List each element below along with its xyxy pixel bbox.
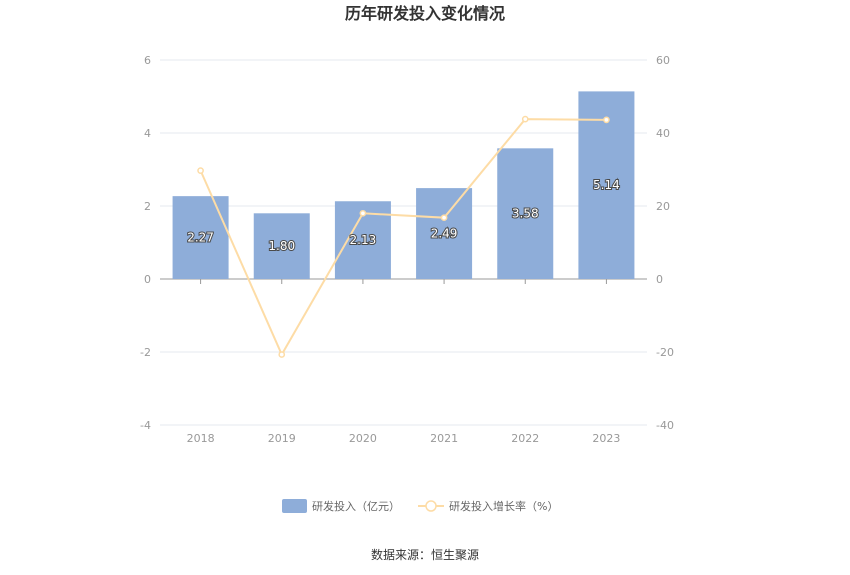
chart-title: 历年研发投入变化情况 — [345, 4, 505, 23]
bar — [416, 188, 473, 279]
x-tick-label: 2021 — [430, 432, 458, 445]
grid-lines — [160, 59, 647, 426]
bar — [497, 148, 554, 279]
left-tick-label: -4 — [140, 419, 151, 432]
growth-point — [197, 167, 204, 174]
legend-bar-label: 研发投入（亿元） — [312, 499, 400, 513]
x-tick-label: 2018 — [187, 432, 215, 445]
growth-line-series — [197, 115, 610, 358]
left-tick-label: -2 — [140, 346, 151, 359]
right-tick-label: 40 — [656, 127, 670, 140]
right-tick-label: 20 — [656, 200, 670, 213]
growth-point — [278, 351, 286, 358]
growth-point — [440, 214, 448, 222]
legend-bar-swatch — [282, 499, 307, 513]
right-axis: -40 -20 0 20 40 60 — [656, 54, 674, 432]
legend-line-label: 研发投入增长率（%） — [449, 499, 558, 513]
bar-value-label: 1.80 — [268, 239, 295, 253]
bar-value-label: 5.14 — [593, 178, 620, 192]
legend-line-marker — [425, 500, 437, 512]
bar-value-label: 3.58 — [512, 207, 539, 221]
growth-point — [521, 115, 529, 123]
bar-value-label: 2.27 — [187, 231, 214, 245]
left-tick-label: 6 — [144, 54, 151, 67]
growth-line — [199, 118, 607, 357]
x-tick-label: 2022 — [511, 432, 539, 445]
right-tick-label: -40 — [656, 419, 674, 432]
x-tick-label: 2019 — [268, 432, 296, 445]
right-tick-label: 60 — [656, 54, 670, 67]
left-tick-label: 2 — [144, 200, 151, 213]
bar-data-labels: 2.27 1.80 2.13 2.49 3.58 5.14 — [186, 177, 621, 254]
legend[interactable]: 研发投入（亿元） 研发投入增长率（%） — [282, 499, 558, 513]
growth-point — [603, 116, 610, 124]
source-note: 数据来源：恒生聚源 — [371, 547, 479, 562]
bar-series — [172, 91, 635, 279]
left-axis: -4 -2 0 2 4 6 — [140, 54, 151, 432]
right-tick-label: 0 — [656, 273, 663, 286]
bar-value-label: 2.13 — [350, 233, 377, 247]
right-tick-label: -20 — [656, 346, 674, 359]
x-axis: 2018 2019 2020 2021 2022 2023 — [160, 278, 647, 445]
growth-point — [359, 209, 367, 217]
bar — [253, 213, 310, 279]
x-tick-label: 2023 — [592, 432, 620, 445]
left-tick-label: 0 — [144, 273, 151, 286]
left-tick-label: 4 — [144, 127, 151, 140]
x-tick-label: 2020 — [349, 432, 377, 445]
bar — [172, 196, 229, 279]
bar-value-label: 2.49 — [431, 227, 458, 241]
